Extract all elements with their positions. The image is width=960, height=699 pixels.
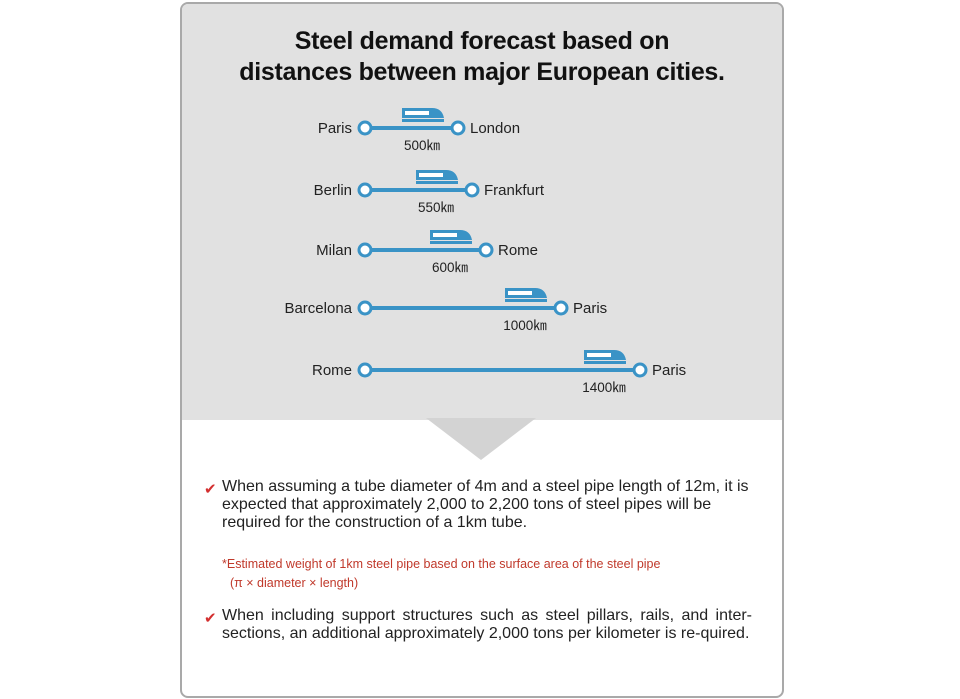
train-icon — [402, 108, 444, 122]
city-label-to: London — [470, 120, 520, 137]
routes-panel: Steel demand forecast based on distances… — [182, 4, 782, 420]
footnote-line-2: (π × diameter × length) — [230, 576, 359, 590]
station-icon — [450, 120, 466, 136]
page-title: Steel demand forecast based on distances… — [182, 26, 782, 88]
station-icon — [357, 182, 373, 198]
city-label-to: Paris — [573, 300, 607, 317]
city-label-to: Rome — [498, 242, 538, 259]
city-label-to: Frankfurt — [484, 182, 545, 199]
routes-diagram: Paris London 500㎞ Berlin Frankfurt 550㎞ Milan R… — [284, 108, 686, 395]
city-label-from: Barcelona — [284, 300, 352, 317]
station-icon — [553, 300, 569, 316]
bullet-text-1: When assuming a tube diameter of 4m and … — [222, 478, 749, 531]
train-icon — [416, 170, 458, 184]
train-icon — [505, 288, 547, 302]
city-label-from: Paris — [318, 120, 352, 137]
title-line-2: distances between major European cities. — [239, 58, 725, 86]
city-label-from: Milan — [316, 242, 352, 259]
station-icon — [357, 300, 373, 316]
station-icon — [357, 120, 373, 136]
distance-label: 1000㎞ — [503, 318, 547, 333]
station-icon — [357, 242, 373, 258]
train-icon — [430, 230, 472, 244]
station-icon — [357, 362, 373, 378]
city-label-to: Paris — [652, 362, 686, 379]
train-icon — [584, 350, 626, 364]
check-icon: ✔ — [204, 481, 217, 498]
distance-label: 1400㎞ — [582, 380, 626, 395]
down-arrow-icon — [426, 418, 536, 460]
station-icon — [632, 362, 648, 378]
distance-label: 600㎞ — [432, 260, 469, 275]
title-line-1: Steel demand forecast based on — [294, 27, 670, 55]
station-icon — [464, 182, 480, 198]
station-icon — [478, 242, 494, 258]
footnote-line-1: *Estimated weight of 1km steel pipe base… — [222, 557, 661, 571]
city-label-from: Rome — [312, 362, 352, 379]
footnote: *Estimated weight of 1km steel pipe base… — [222, 555, 742, 593]
bullet-point-1: ✔ When assuming a tube diameter of 4m an… — [204, 478, 752, 532]
bullet-point-2: ✔ When including support structures such… — [204, 607, 752, 643]
city-label-from: Berlin — [314, 182, 352, 199]
bullet-text-2: When including support structures such a… — [222, 607, 752, 642]
distance-label: 500㎞ — [404, 138, 441, 153]
infographic-card: Steel demand forecast based on distances… — [180, 2, 784, 698]
distance-label: 550㎞ — [418, 200, 455, 215]
check-icon: ✔ — [204, 610, 217, 627]
